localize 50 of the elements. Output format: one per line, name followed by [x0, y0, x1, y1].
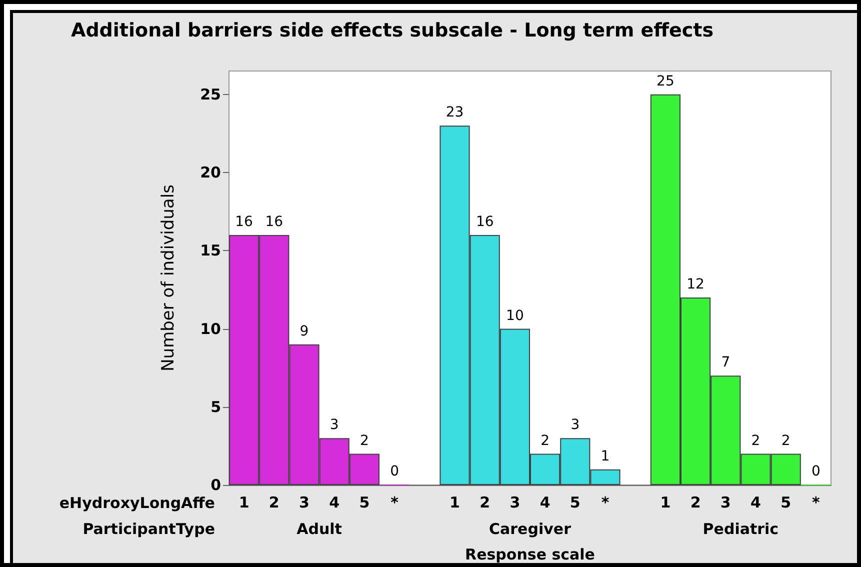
- y-tick-label: 5: [210, 398, 221, 416]
- data-label: 1: [600, 448, 610, 464]
- x-tick-label: *: [812, 494, 820, 512]
- data-label: 7: [721, 354, 730, 371]
- x-tick-label: 3: [299, 494, 310, 512]
- data-label: 16: [235, 214, 254, 230]
- data-label: 23: [446, 104, 464, 121]
- x-tick-label: 1: [238, 494, 250, 512]
- x-tick-label: 5: [359, 494, 370, 512]
- text: Pediatric: [702, 520, 779, 538]
- x-tick-label: 4: [750, 494, 761, 512]
- y-tick-label: 20: [200, 164, 221, 182]
- data-label: 3: [330, 417, 339, 434]
- data-label: 2: [751, 432, 760, 449]
- x-tick-label: 5: [570, 494, 580, 512]
- x-tick-label: 1: [660, 494, 671, 512]
- y-tick-label: 10: [200, 320, 221, 338]
- data-label: 0: [390, 464, 400, 480]
- text: ParticipantType: [82, 520, 215, 538]
- text: Adult: [296, 520, 342, 538]
- x-tick-label: 2: [268, 494, 280, 512]
- x-axis-title: Response scale: [465, 546, 595, 564]
- y-tick-label: 0: [210, 476, 221, 494]
- data-label: 16: [265, 214, 284, 230]
- text: eHydroxyLongAffe: [59, 494, 215, 512]
- x-tick-label: 5: [780, 494, 792, 512]
- data-label: 25: [656, 73, 674, 90]
- data-label: 9: [300, 323, 309, 340]
- x-tick-label: 2: [480, 494, 490, 512]
- x-tick-label: 4: [540, 494, 550, 512]
- data-label: 12: [686, 276, 704, 293]
- data-label: 2: [360, 432, 369, 449]
- x-tick-label: 3: [720, 494, 731, 512]
- data-label: 2: [540, 432, 550, 449]
- data-label: 3: [570, 417, 580, 434]
- data-label: 16: [476, 214, 494, 230]
- x-tick-label: *: [601, 494, 610, 512]
- chart-title: Additional barriers side effects subscale - Long term effects: [71, 20, 714, 42]
- text: Caregiver: [489, 520, 572, 538]
- y-tick-label: 25: [200, 85, 221, 104]
- x-tick-label: 1: [450, 494, 460, 512]
- data-label: 2: [781, 432, 790, 449]
- y-axis-title: Number of individuals: [158, 184, 178, 372]
- x-tick-label: 3: [510, 494, 520, 512]
- data-label: 10: [506, 308, 524, 324]
- x-tick-label: 2: [690, 494, 701, 512]
- y-tick-label: 15: [200, 242, 221, 260]
- x-tick-label: 4: [329, 494, 340, 512]
- data-label: 0: [811, 464, 820, 480]
- x-tick-label: *: [390, 494, 399, 512]
